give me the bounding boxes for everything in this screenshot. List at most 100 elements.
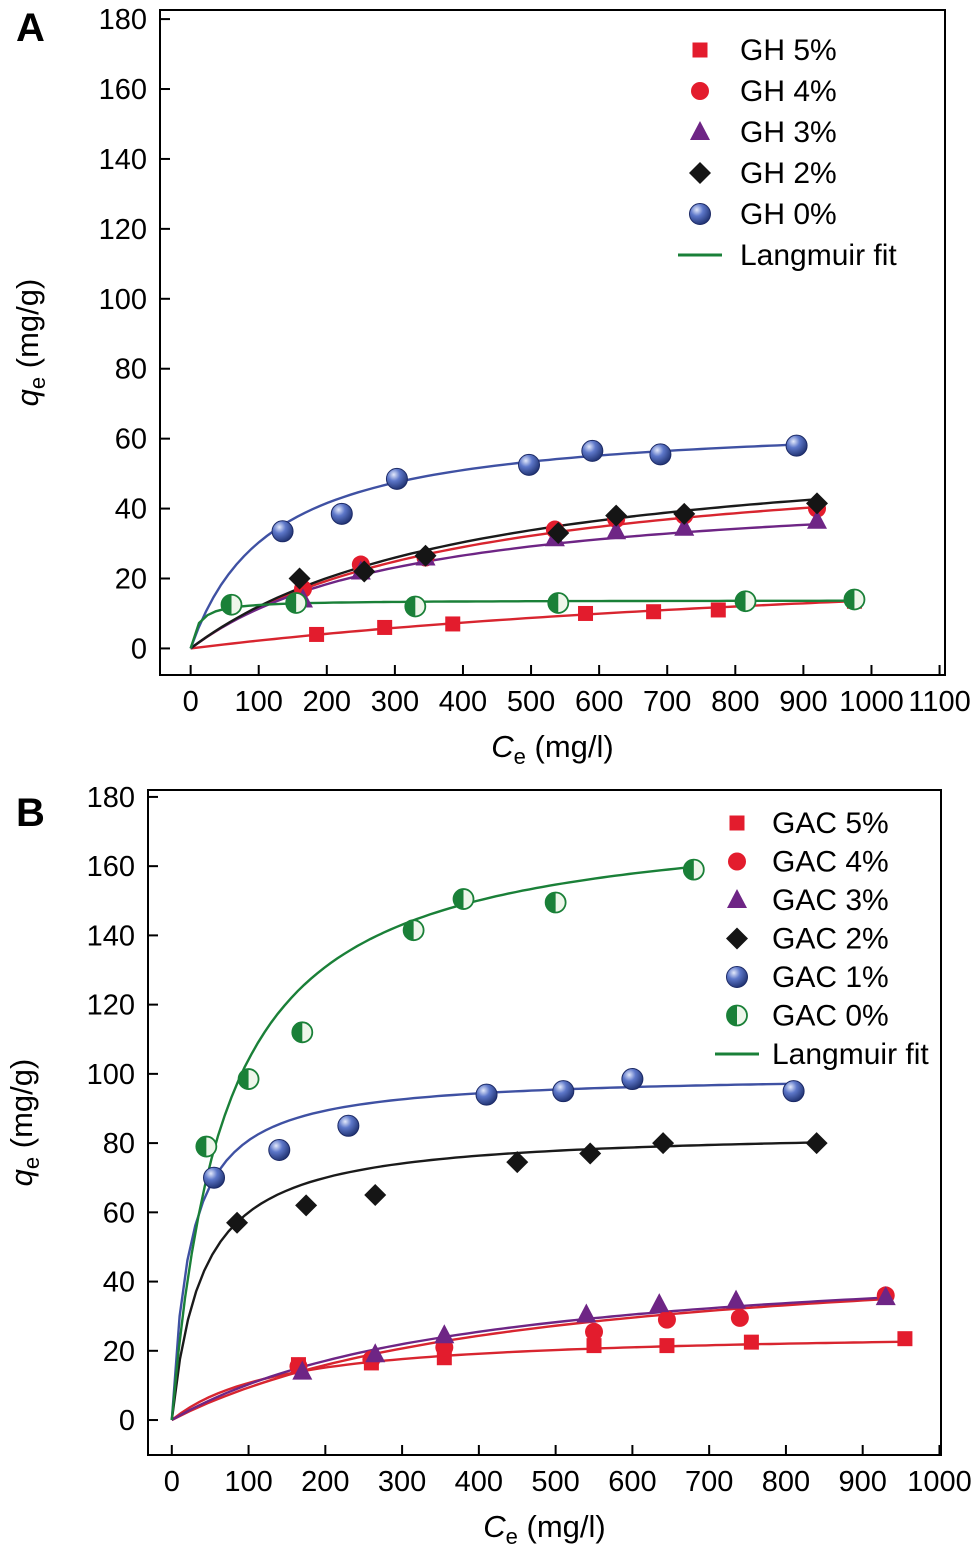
square-marker (897, 1331, 913, 1347)
legend-item: GH 0% (689, 198, 837, 231)
legend-label: GH 3% (740, 116, 837, 149)
fit-line-gh-3pct (189, 522, 821, 650)
x-axis-label: Ce (mg/l) (491, 729, 613, 769)
x-axis-label: Ce (mg/l) (483, 1509, 605, 1549)
x-tick-label: 1000 (907, 1466, 972, 1498)
x-tick-label: 1100 (908, 686, 970, 718)
diamond-marker (364, 1184, 387, 1207)
legend-label: GH 5% (740, 34, 837, 67)
legend-label: GAC 1% (772, 961, 889, 994)
legend-label: GAC 4% (772, 846, 889, 879)
plot-border (147, 789, 942, 1456)
diamond-marker (547, 522, 570, 545)
sphere-marker (785, 434, 808, 457)
square-marker (309, 626, 325, 642)
legend-item: GH 2% (689, 157, 837, 190)
sphere-marker (726, 966, 748, 988)
sphere-marker (689, 203, 711, 225)
diamond-marker (805, 1132, 828, 1155)
triangle-marker (807, 509, 828, 529)
x-tick-label: 900 (839, 1466, 887, 1498)
x-tick-label: 800 (762, 1466, 810, 1498)
triangle-marker (875, 1286, 896, 1306)
half-circle-marker-fill (292, 1022, 303, 1043)
series-gac-0pct (195, 858, 705, 1158)
y-tick-label: 180 (99, 4, 147, 36)
y-tick-label: 160 (87, 851, 135, 883)
square-marker (692, 42, 708, 58)
panel-b: B 0 100 200 300 400 500 600 700 800 900 1000 0 20 40 6… (0, 775, 980, 1561)
half-circle-marker-fill (196, 1136, 207, 1157)
y-tick-label: 80 (103, 1128, 135, 1160)
x-tick-label: 100 (224, 1466, 272, 1498)
x-tick-label: 100 (235, 686, 283, 718)
series-gac-3pct (292, 1286, 896, 1380)
fit-line-gac-3pct (171, 1296, 890, 1422)
half-circle-marker-fill (727, 1005, 737, 1026)
half-circle-marker-fill (844, 589, 855, 610)
diamond-marker (673, 502, 696, 525)
y-tick-label: 100 (99, 284, 147, 316)
y-tick-label: 180 (87, 782, 135, 814)
panel-b-label: B (16, 791, 45, 835)
sphere-marker (330, 502, 353, 525)
sphere-marker (385, 467, 408, 490)
x-tick-label: 200 (303, 686, 351, 718)
half-circle-marker-fill (545, 892, 556, 913)
square-marker (710, 602, 726, 618)
y-axis: 0 20 40 60 80 100 120 140 160 180 (99, 4, 170, 665)
x-tick-label: 1000 (839, 686, 904, 718)
x-tick-label: 500 (531, 1466, 579, 1498)
legend-item: Langmuir fit (715, 1038, 929, 1071)
legend-item: GH 4% (691, 75, 837, 108)
y-tick-label: 80 (115, 354, 147, 386)
x-tick-label: 300 (378, 1466, 426, 1498)
square-marker (659, 1338, 675, 1354)
circle-marker (730, 1308, 749, 1327)
sphere-marker (203, 1166, 226, 1189)
half-circle-marker-fill (403, 920, 414, 941)
diamond-marker (726, 927, 748, 950)
x-tick-label: 0 (164, 1466, 180, 1498)
fit-line-gac-0pct (170, 864, 702, 1421)
triangle-marker (365, 1343, 386, 1363)
x-axis: 0 100 200 300 400 500 600 700 800 900 1000 (164, 1445, 972, 1498)
diamond-marker (288, 567, 311, 590)
legend-item: GAC 4% (728, 846, 889, 879)
diamond-marker (506, 1151, 529, 1174)
diamond-marker (226, 1211, 249, 1234)
panel-a-label: A (16, 6, 45, 50)
legend-label: GAC 5% (772, 807, 889, 840)
legend-item: GH 5% (692, 34, 837, 67)
triangle-marker (292, 1360, 313, 1380)
diamond-marker (806, 492, 829, 515)
legend-item: GAC 3% (727, 884, 889, 917)
y-tick-label: 120 (87, 990, 135, 1022)
circle-marker (585, 1322, 604, 1341)
diamond-marker (605, 504, 628, 527)
x-tick-label: 600 (575, 686, 623, 718)
series-gh-5pct (309, 593, 862, 642)
triangle-marker (649, 1293, 670, 1313)
x-tick-label: 900 (779, 686, 827, 718)
triangle-marker (606, 520, 627, 540)
half-circle-marker-fill (548, 592, 559, 613)
x-tick-label: 300 (371, 686, 419, 718)
triangle-marker (576, 1303, 597, 1323)
square-marker (729, 815, 745, 831)
half-circle-marker-fill (735, 591, 746, 612)
y-tick-label: 60 (115, 424, 147, 456)
x-tick-label: 600 (608, 1466, 656, 1498)
legend-label: GAC 0% (772, 1000, 889, 1033)
legend-label: GAC 3% (772, 884, 889, 917)
square-marker (646, 604, 662, 620)
chart-b: 0 100 200 300 400 500 600 700 800 900 1000 0 20 40 60 8… (4, 782, 972, 1549)
y-axis-label: qe (mg/g) (10, 279, 50, 407)
plot-border (159, 9, 946, 676)
diamond-marker (579, 1142, 602, 1165)
sphere-marker (552, 1080, 575, 1103)
half-circle-marker-fill (683, 859, 694, 880)
triangle-marker (727, 889, 747, 908)
series-gh-0pct (271, 434, 808, 543)
